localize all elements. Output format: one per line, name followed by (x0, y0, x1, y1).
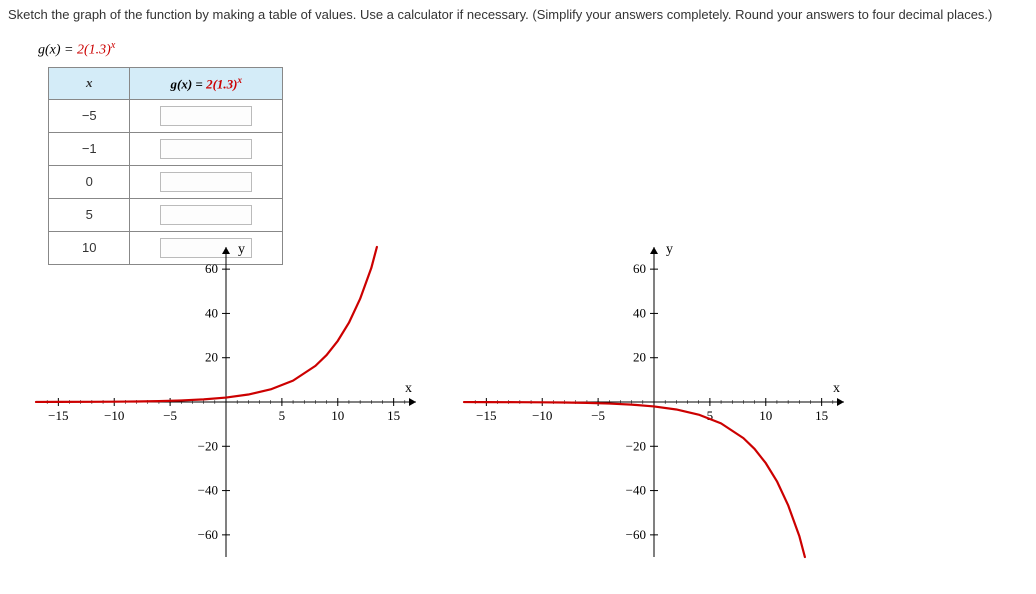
svg-text:15: 15 (387, 408, 400, 423)
svg-text:10: 10 (759, 408, 772, 423)
svg-text:15: 15 (815, 408, 828, 423)
svg-text:−15: −15 (476, 408, 496, 423)
x-value: 5 (49, 198, 130, 231)
graph-option-b[interactable]: −15−10−551015−60−40−20204060xy (454, 237, 854, 567)
answer-input-3[interactable] (160, 205, 252, 225)
graph-option-a[interactable]: −15 −10 −5 5 10 15 −60 −40 −20 20 40 60 x y (26, 237, 426, 567)
svg-text:−5: −5 (163, 408, 177, 423)
table-row: 0 (49, 165, 283, 198)
svg-text:y: y (666, 242, 673, 257)
svg-text:60: 60 (633, 261, 646, 276)
answer-input-1[interactable] (160, 139, 252, 159)
svg-text:−5: −5 (591, 408, 605, 423)
svg-text:40: 40 (633, 305, 646, 320)
x-value: −5 (49, 99, 130, 132)
x-value: 0 (49, 165, 130, 198)
table-header-x: x (49, 67, 130, 99)
answer-input-0[interactable] (160, 106, 252, 126)
svg-text:−20: −20 (626, 438, 646, 453)
svg-text:20: 20 (633, 349, 646, 364)
svg-text:x: x (833, 381, 840, 396)
svg-text:−20: −20 (198, 438, 218, 453)
function-formula: g(x) = 2(1.3)x (38, 40, 1028, 59)
svg-text:−60: −60 (626, 527, 646, 542)
question-text: Sketch the graph of the function by maki… (8, 4, 1028, 26)
svg-text:−10: −10 (104, 408, 124, 423)
chart-a-svg: −15 −10 −5 5 10 15 −60 −40 −20 20 40 60 x y (26, 237, 426, 567)
svg-text:10: 10 (331, 408, 344, 423)
answer-input-2[interactable] (160, 172, 252, 192)
svg-text:x: x (405, 381, 412, 396)
table-row: −5 (49, 99, 283, 132)
svg-text:−40: −40 (198, 482, 218, 497)
svg-text:60: 60 (205, 261, 218, 276)
svg-text:y: y (238, 242, 245, 257)
x-value: −1 (49, 132, 130, 165)
svg-text:−40: −40 (626, 482, 646, 497)
chart-b-svg: −15−10−551015−60−40−20204060xy (454, 237, 854, 567)
table-header-gx: g(x) = 2(1.3)x (130, 67, 283, 99)
svg-text:20: 20 (205, 349, 218, 364)
svg-text:40: 40 (205, 305, 218, 320)
svg-text:5: 5 (279, 408, 286, 423)
table-row: 5 (49, 198, 283, 231)
values-table: x g(x) = 2(1.3)x −5 −1 0 5 (48, 67, 283, 265)
svg-text:−10: −10 (532, 408, 552, 423)
svg-text:−15: −15 (48, 408, 68, 423)
table-row: −1 (49, 132, 283, 165)
svg-text:−60: −60 (198, 527, 218, 542)
